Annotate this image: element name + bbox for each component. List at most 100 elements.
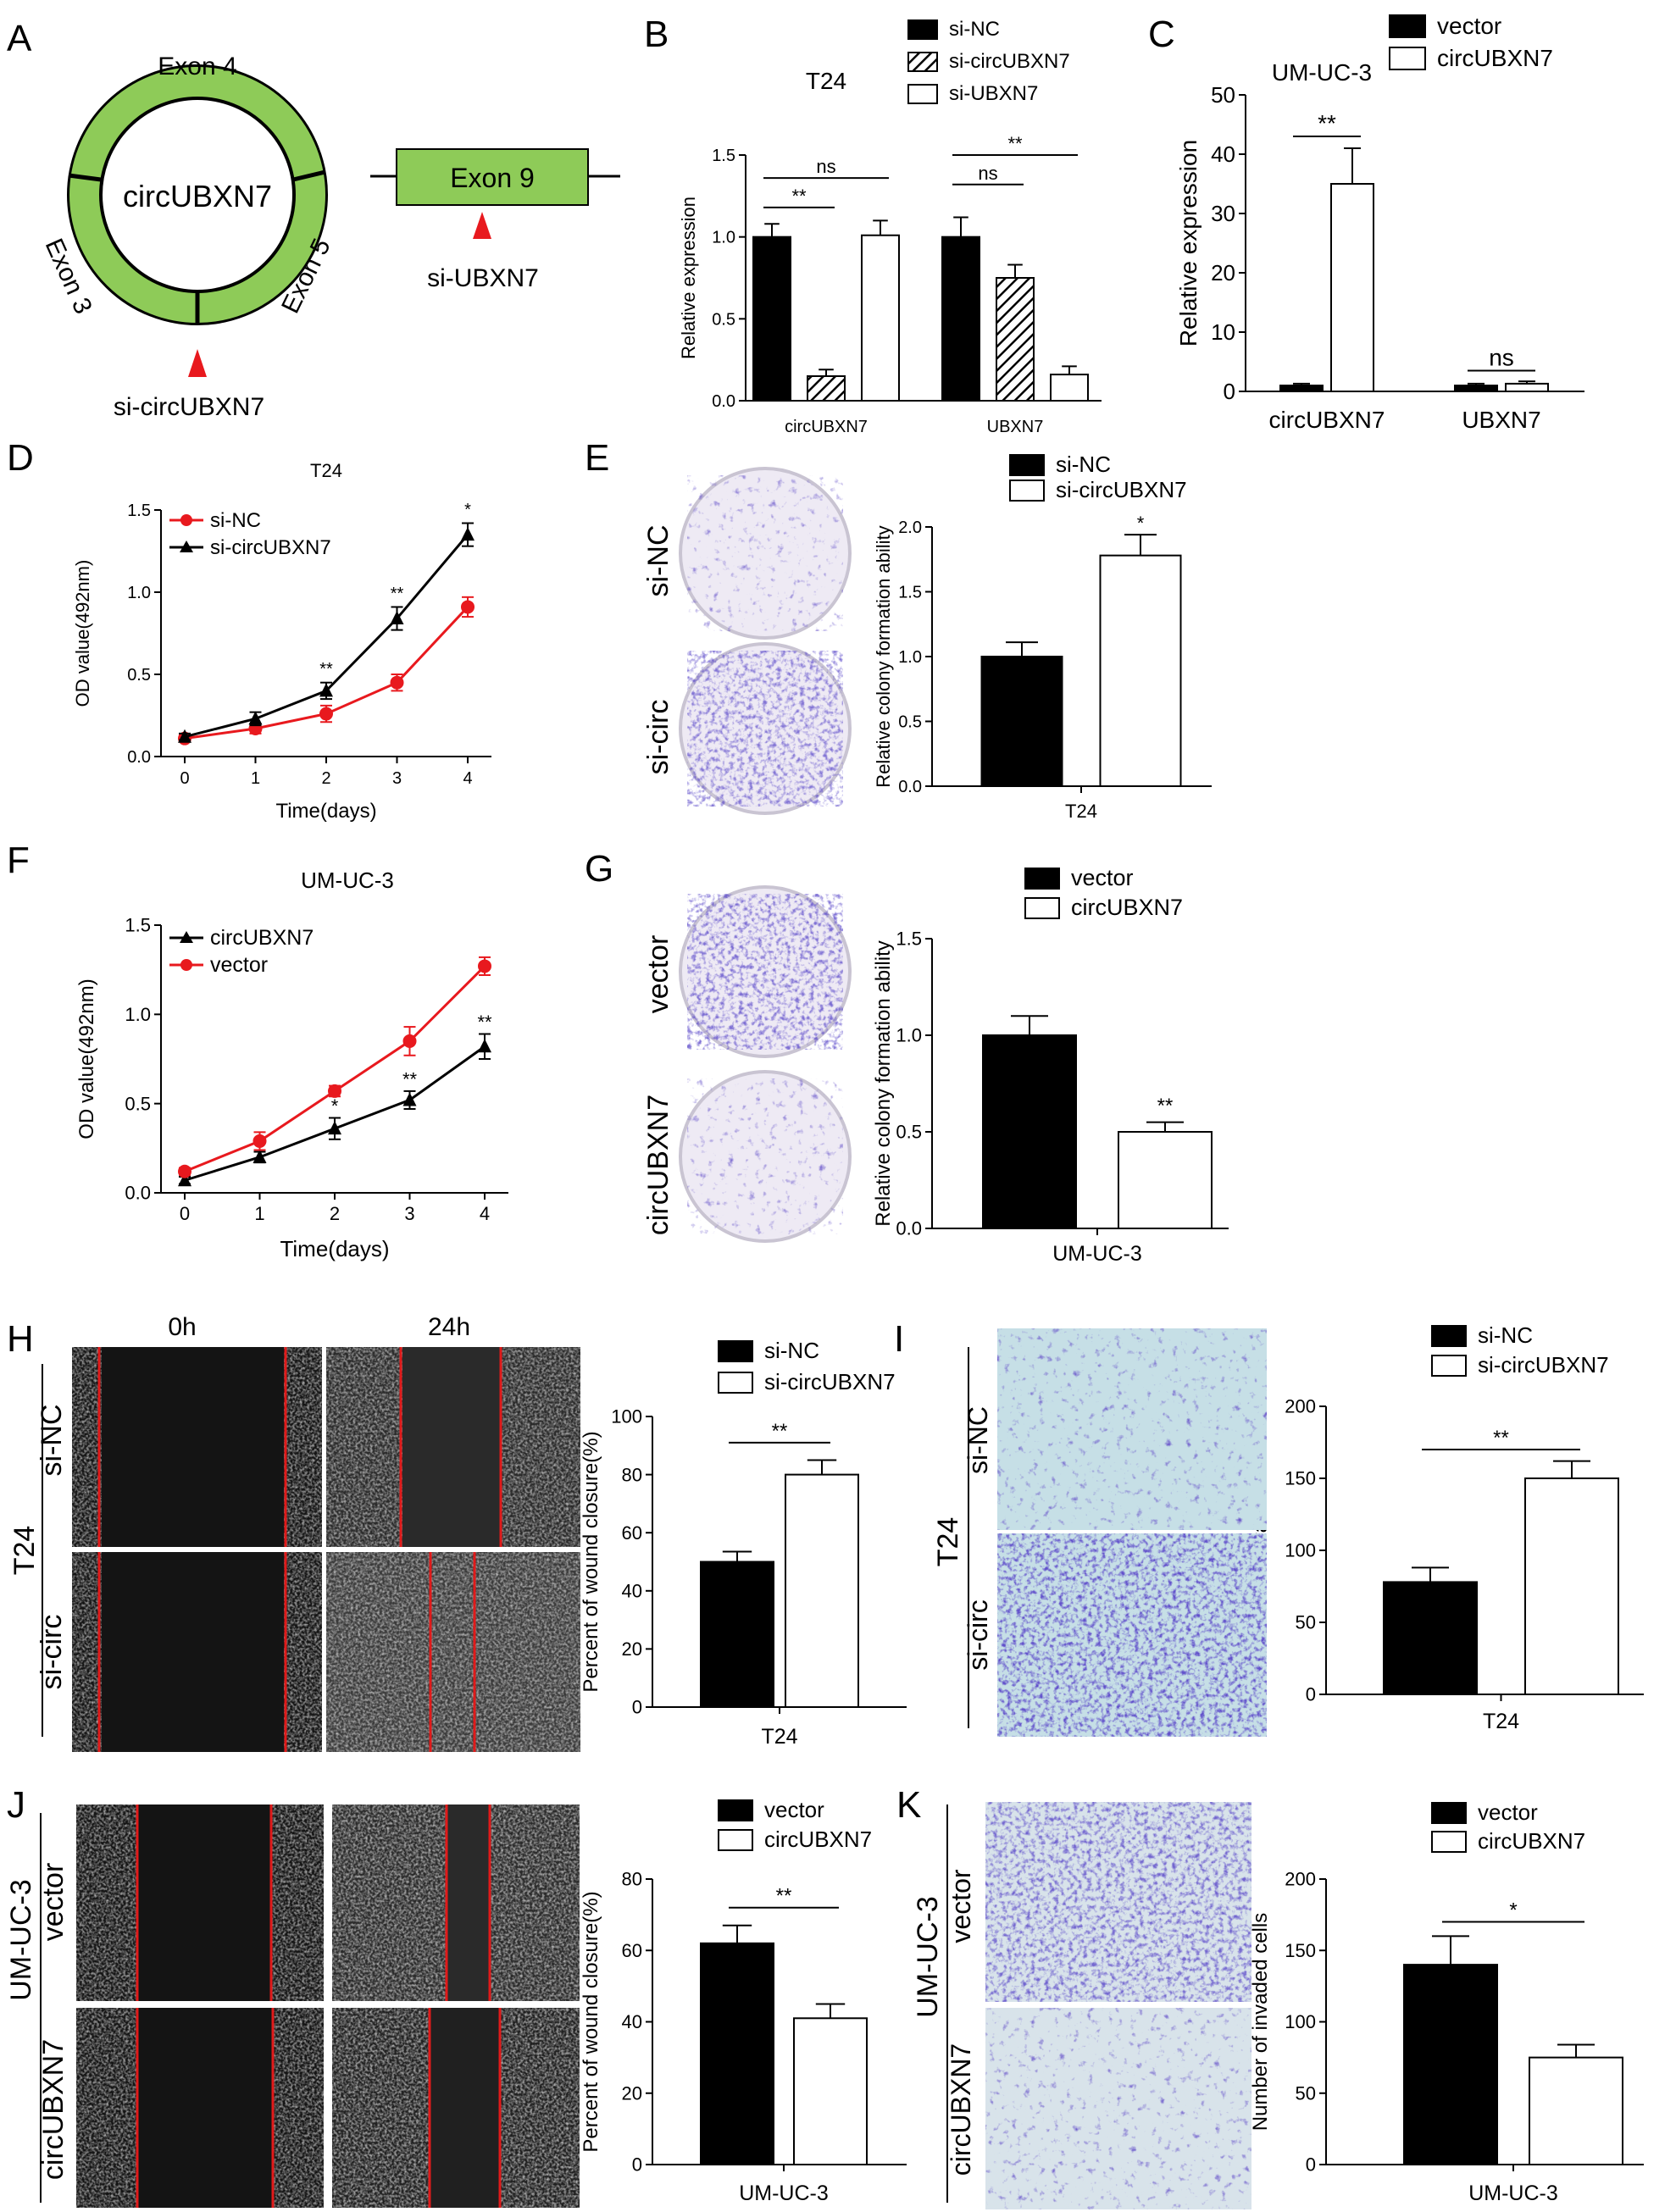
micro-j-vec-0h-tex-l bbox=[76, 1805, 137, 2001]
micro-h-circ-24h-tex bbox=[326, 1552, 580, 1752]
y-tick-label: 150 bbox=[1285, 1940, 1316, 1961]
y-tick-label: 1.0 bbox=[125, 1004, 151, 1025]
chart-f: 0.0 0.5 1.0 1.5 OD value(492nm) UM-UC-3 0 1 2 3 4 T… bbox=[75, 868, 508, 1261]
y-tick-label: 20 bbox=[622, 1638, 642, 1660]
y-axis-label: Relative colony formation ability bbox=[873, 525, 894, 787]
micro-h-nc-0h-tex-l bbox=[72, 1347, 102, 1547]
legend-marker bbox=[180, 514, 192, 526]
significance-label: ** bbox=[477, 1012, 492, 1033]
si-circ-arrow bbox=[188, 349, 207, 377]
legend-label: si-circUBXN7 bbox=[949, 50, 1070, 73]
y-tick-label: 200 bbox=[1285, 1869, 1316, 1890]
y-axis-label: Relative colony formation ability bbox=[872, 940, 895, 1227]
panel-letter-k: K bbox=[896, 1784, 921, 1826]
y-axis-label: Relative expression bbox=[678, 197, 699, 359]
y-tick-label: 60 bbox=[622, 1522, 642, 1544]
bar bbox=[861, 234, 900, 402]
significance-label: ** bbox=[402, 1069, 418, 1090]
y-tick-label: 1.5 bbox=[127, 502, 151, 520]
micro-i-nc-stain bbox=[997, 1328, 1267, 1530]
micro-h-nc-0h-tex-r bbox=[284, 1347, 322, 1547]
bar bbox=[785, 1473, 859, 1708]
significance-label: ** bbox=[319, 660, 333, 679]
panel-letter-j: J bbox=[7, 1784, 25, 1826]
y-tick-label: 60 bbox=[622, 1940, 642, 1961]
data-point bbox=[478, 1039, 491, 1053]
data-point bbox=[402, 1034, 417, 1048]
x-tick-label: 0 bbox=[180, 769, 189, 788]
plate-e-bottom-label: si-circ bbox=[642, 700, 674, 775]
significance-label: ** bbox=[791, 186, 807, 207]
k-cell-line: UM-UC-3 bbox=[912, 1896, 944, 2018]
panel-letter-d: D bbox=[7, 437, 34, 479]
bar bbox=[1050, 374, 1089, 402]
panel-a: A circUBXN7 Exon 4 Exon 3 Exon 5 si-circ… bbox=[7, 18, 620, 421]
bar bbox=[1330, 183, 1374, 392]
x-tick-label: 0 bbox=[180, 1203, 190, 1224]
y-axis-label: Percent of wound closure(%) bbox=[580, 1431, 602, 1692]
bar bbox=[980, 656, 1063, 787]
h-row-bottom: si-circ bbox=[36, 1615, 68, 1690]
legend-swatch bbox=[1431, 1325, 1467, 1347]
y-tick-label: 1.0 bbox=[896, 1025, 922, 1046]
x-tick-label: 2 bbox=[321, 769, 330, 788]
micro-h-circ-0h-tex-l bbox=[72, 1552, 102, 1752]
y-tick-label: 0.0 bbox=[898, 778, 922, 796]
legend-label: si-circUBXN7 bbox=[764, 1369, 896, 1394]
legend-swatch bbox=[1431, 1355, 1467, 1377]
y-tick-label: 80 bbox=[622, 1464, 642, 1485]
data-point bbox=[248, 711, 263, 725]
y-axis-label: Number of invaded cells bbox=[1249, 1913, 1272, 2131]
exon-top-label: Exon 4 bbox=[158, 53, 236, 80]
h-row-top: si-NC bbox=[36, 1405, 68, 1477]
legend-swatch bbox=[1024, 897, 1060, 919]
y-tick-label: 1.5 bbox=[898, 584, 922, 602]
chart-title: UM-UC-3 bbox=[1272, 59, 1372, 86]
y-tick-label: 200 bbox=[1285, 1396, 1316, 1417]
j-row-bottom: circUBXN7 bbox=[37, 2039, 69, 2180]
time-24h: 24h bbox=[428, 1313, 470, 1341]
x-tick-label: circUBXN7 bbox=[785, 418, 868, 436]
micro-j-vec-24h-tex-l bbox=[332, 1805, 447, 2001]
legend-label: circUBXN7 bbox=[1437, 45, 1553, 71]
y-tick-label: 1.0 bbox=[127, 584, 151, 602]
series-line bbox=[184, 965, 486, 1173]
legend-label: si-NC bbox=[1056, 452, 1111, 477]
legend-label: circUBXN7 bbox=[764, 1827, 872, 1852]
data-point bbox=[461, 527, 474, 541]
plate-si-circ-stain bbox=[687, 651, 843, 807]
micro-i-circ-stain bbox=[997, 1533, 1267, 1737]
bar bbox=[1505, 382, 1549, 392]
significance-label: ns bbox=[1489, 345, 1514, 371]
significance-label: ** bbox=[1157, 1095, 1174, 1117]
y-tick-label: 50 bbox=[1211, 82, 1235, 108]
y-tick-label: 0.5 bbox=[896, 1122, 922, 1143]
legend-label: si-circUBXN7 bbox=[210, 536, 331, 559]
bar bbox=[700, 1561, 774, 1708]
data-point bbox=[390, 611, 404, 625]
bar bbox=[1524, 1477, 1619, 1695]
colony-plates-g: vector circUBXN7 bbox=[642, 885, 852, 1243]
micro-k-vec-stain bbox=[985, 1802, 1251, 2002]
panel-k-micrographs: K UM-UC-3 vector circUBXN7 bbox=[896, 1784, 1251, 2209]
data-point bbox=[178, 1173, 191, 1187]
significance-label: * bbox=[1137, 513, 1145, 534]
significance-label: ns bbox=[978, 163, 997, 184]
legend-label: vector bbox=[1071, 865, 1134, 890]
legend-label: vector bbox=[1437, 13, 1501, 39]
x-axis-label: UM-UC-3 bbox=[1468, 2182, 1558, 2205]
bar bbox=[1118, 1131, 1213, 1229]
y-tick-label: 1.5 bbox=[896, 929, 922, 950]
j-cell-line: UM-UC-3 bbox=[5, 1879, 37, 2001]
panel-letter-e: E bbox=[585, 437, 609, 479]
x-axis-label: T24 bbox=[1483, 1710, 1519, 1733]
y-tick-label: 0.5 bbox=[898, 713, 922, 732]
panel-letter-g: G bbox=[585, 848, 613, 890]
legend-label: si-circUBXN7 bbox=[1056, 477, 1187, 502]
data-point bbox=[478, 959, 491, 973]
i-row-top: si-NC bbox=[963, 1406, 993, 1474]
panel-letter-i: I bbox=[894, 1318, 904, 1360]
legend-swatch bbox=[718, 1799, 753, 1821]
